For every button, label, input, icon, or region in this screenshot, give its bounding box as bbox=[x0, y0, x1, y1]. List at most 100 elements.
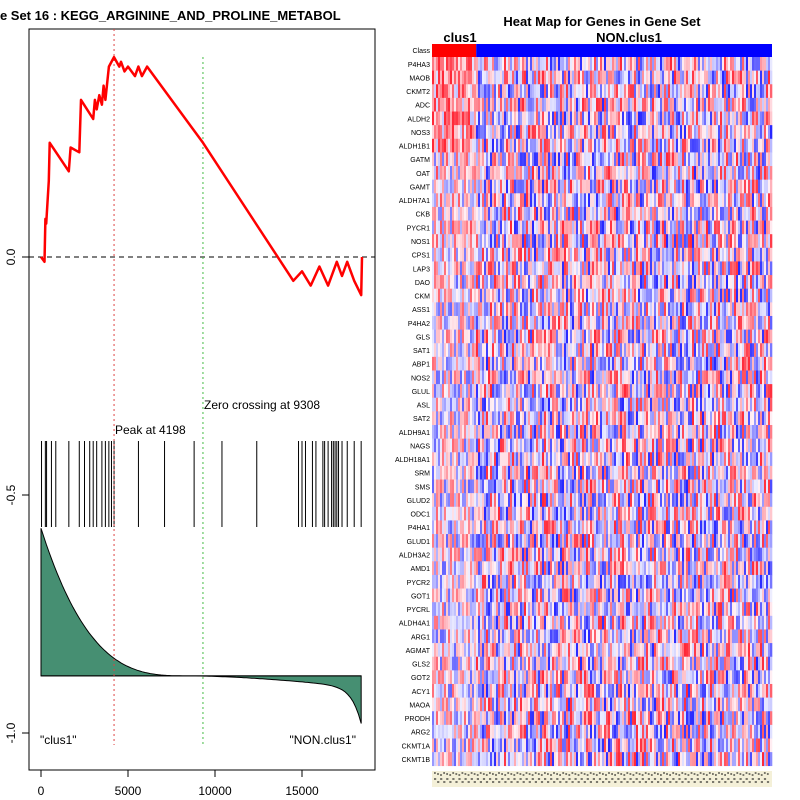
heatmap-cell bbox=[514, 356, 517, 371]
heatmap-cell bbox=[448, 220, 451, 235]
heatmap-cell bbox=[706, 152, 709, 167]
heatmap-cell bbox=[744, 166, 747, 180]
heatmap-cell bbox=[566, 288, 569, 303]
heatmap-cell bbox=[562, 438, 565, 453]
heatmap-cell bbox=[686, 179, 689, 194]
heatmap-cell bbox=[498, 111, 501, 126]
heatmap-cell bbox=[578, 111, 581, 126]
heatmap-cell bbox=[700, 288, 703, 303]
heatmap-cell bbox=[706, 179, 709, 194]
heatmap-cell bbox=[716, 125, 719, 140]
heatmap-cell bbox=[494, 425, 497, 439]
heatmap-cell bbox=[728, 370, 731, 385]
heatmap-cell bbox=[730, 370, 733, 385]
heatmap-cell bbox=[646, 70, 649, 85]
heatmap-cell bbox=[672, 302, 675, 317]
heatmap-cell bbox=[496, 57, 499, 71]
heatmap-cell bbox=[766, 206, 769, 221]
heatmap-cell bbox=[490, 343, 493, 358]
heatmap-cell bbox=[552, 261, 555, 276]
heatmap-cell bbox=[446, 302, 449, 317]
heatmap-cell bbox=[726, 288, 729, 303]
heatmap-cell bbox=[486, 370, 489, 385]
heatmap-cell bbox=[584, 261, 587, 276]
heatmap-cell bbox=[548, 329, 551, 344]
heatmap-cell bbox=[654, 397, 657, 412]
heatmap-cell bbox=[454, 193, 457, 208]
heatmap-cell bbox=[576, 179, 579, 194]
heatmap-cell bbox=[636, 356, 639, 371]
heatmap-cell bbox=[518, 179, 521, 194]
heatmap-cell bbox=[680, 125, 683, 140]
heatmap-cell bbox=[758, 302, 761, 317]
heatmap-cell bbox=[644, 138, 647, 153]
heatmap-cell bbox=[748, 111, 751, 126]
heatmap-cell bbox=[732, 329, 735, 344]
heatmap-cell bbox=[522, 343, 525, 358]
heatmap-cell bbox=[518, 206, 521, 221]
heatmap-cell bbox=[500, 438, 503, 453]
heatmap-cell bbox=[548, 111, 551, 126]
heatmap-cell bbox=[636, 152, 639, 167]
heatmap-cell bbox=[702, 125, 705, 140]
heatmap-cell bbox=[722, 288, 725, 303]
heatmap-cell bbox=[640, 302, 643, 317]
heatmap-cell bbox=[614, 193, 617, 208]
heatmap-cell bbox=[716, 411, 719, 426]
heatmap-cell bbox=[604, 57, 607, 71]
heatmap-cell bbox=[660, 397, 663, 412]
heatmap-cell bbox=[768, 275, 771, 290]
heatmap-cell bbox=[552, 425, 555, 439]
heatmap-cell bbox=[756, 288, 759, 303]
heatmap-cell bbox=[452, 57, 455, 71]
heatmap-cell bbox=[518, 234, 521, 249]
heatmap-cell bbox=[530, 166, 533, 180]
heatmap-cell bbox=[680, 138, 683, 153]
heatmap-cell bbox=[644, 343, 647, 358]
heatmap-cell bbox=[436, 179, 439, 194]
heatmap-cell bbox=[646, 384, 649, 399]
heatmap-cell bbox=[600, 70, 603, 85]
heatmap-cell bbox=[498, 220, 501, 235]
heatmap-cell bbox=[662, 166, 665, 180]
heatmap-cell bbox=[526, 275, 529, 290]
heatmap-cell bbox=[508, 288, 511, 303]
heatmap-cell bbox=[626, 84, 629, 99]
heatmap-cell bbox=[652, 247, 655, 262]
heatmap-cell bbox=[708, 370, 711, 385]
heatmap-cell bbox=[740, 411, 743, 426]
heatmap-cell bbox=[766, 425, 769, 439]
heatmap-cell bbox=[462, 315, 465, 330]
heatmap-cell bbox=[456, 343, 459, 358]
heatmap-cell bbox=[566, 329, 569, 344]
heatmap-cell bbox=[446, 206, 449, 221]
heatmap-cell bbox=[486, 247, 489, 262]
heatmap-cell bbox=[512, 438, 515, 453]
heatmap-cell bbox=[452, 356, 455, 371]
heatmap-cell bbox=[664, 370, 667, 385]
heatmap-cell bbox=[650, 315, 653, 330]
heatmap-cell bbox=[620, 152, 623, 167]
heatmap-cell bbox=[442, 70, 445, 85]
heatmap-cell bbox=[758, 411, 761, 426]
heatmap-cell bbox=[628, 111, 631, 126]
heatmap-cell bbox=[588, 302, 591, 317]
heatmap-cell bbox=[654, 370, 657, 385]
heatmap-cell bbox=[744, 111, 747, 126]
heatmap-cell bbox=[736, 343, 739, 358]
heatmap-cell bbox=[498, 302, 501, 317]
heatmap-cell bbox=[746, 125, 749, 140]
heatmap-cell bbox=[754, 356, 757, 371]
heatmap-cell bbox=[650, 111, 653, 126]
heatmap-cell bbox=[562, 343, 565, 358]
heatmap-cell bbox=[668, 57, 671, 71]
heatmap-cell bbox=[632, 125, 635, 140]
heatmap-cell bbox=[504, 97, 507, 112]
heatmap-cell bbox=[696, 138, 699, 153]
heatmap-cell bbox=[496, 220, 499, 235]
heatmap-cell bbox=[670, 288, 673, 303]
heatmap-cell bbox=[656, 438, 659, 453]
heatmap-cell bbox=[758, 193, 761, 208]
heatmap-cell bbox=[456, 234, 459, 249]
heatmap-cell bbox=[448, 138, 451, 153]
